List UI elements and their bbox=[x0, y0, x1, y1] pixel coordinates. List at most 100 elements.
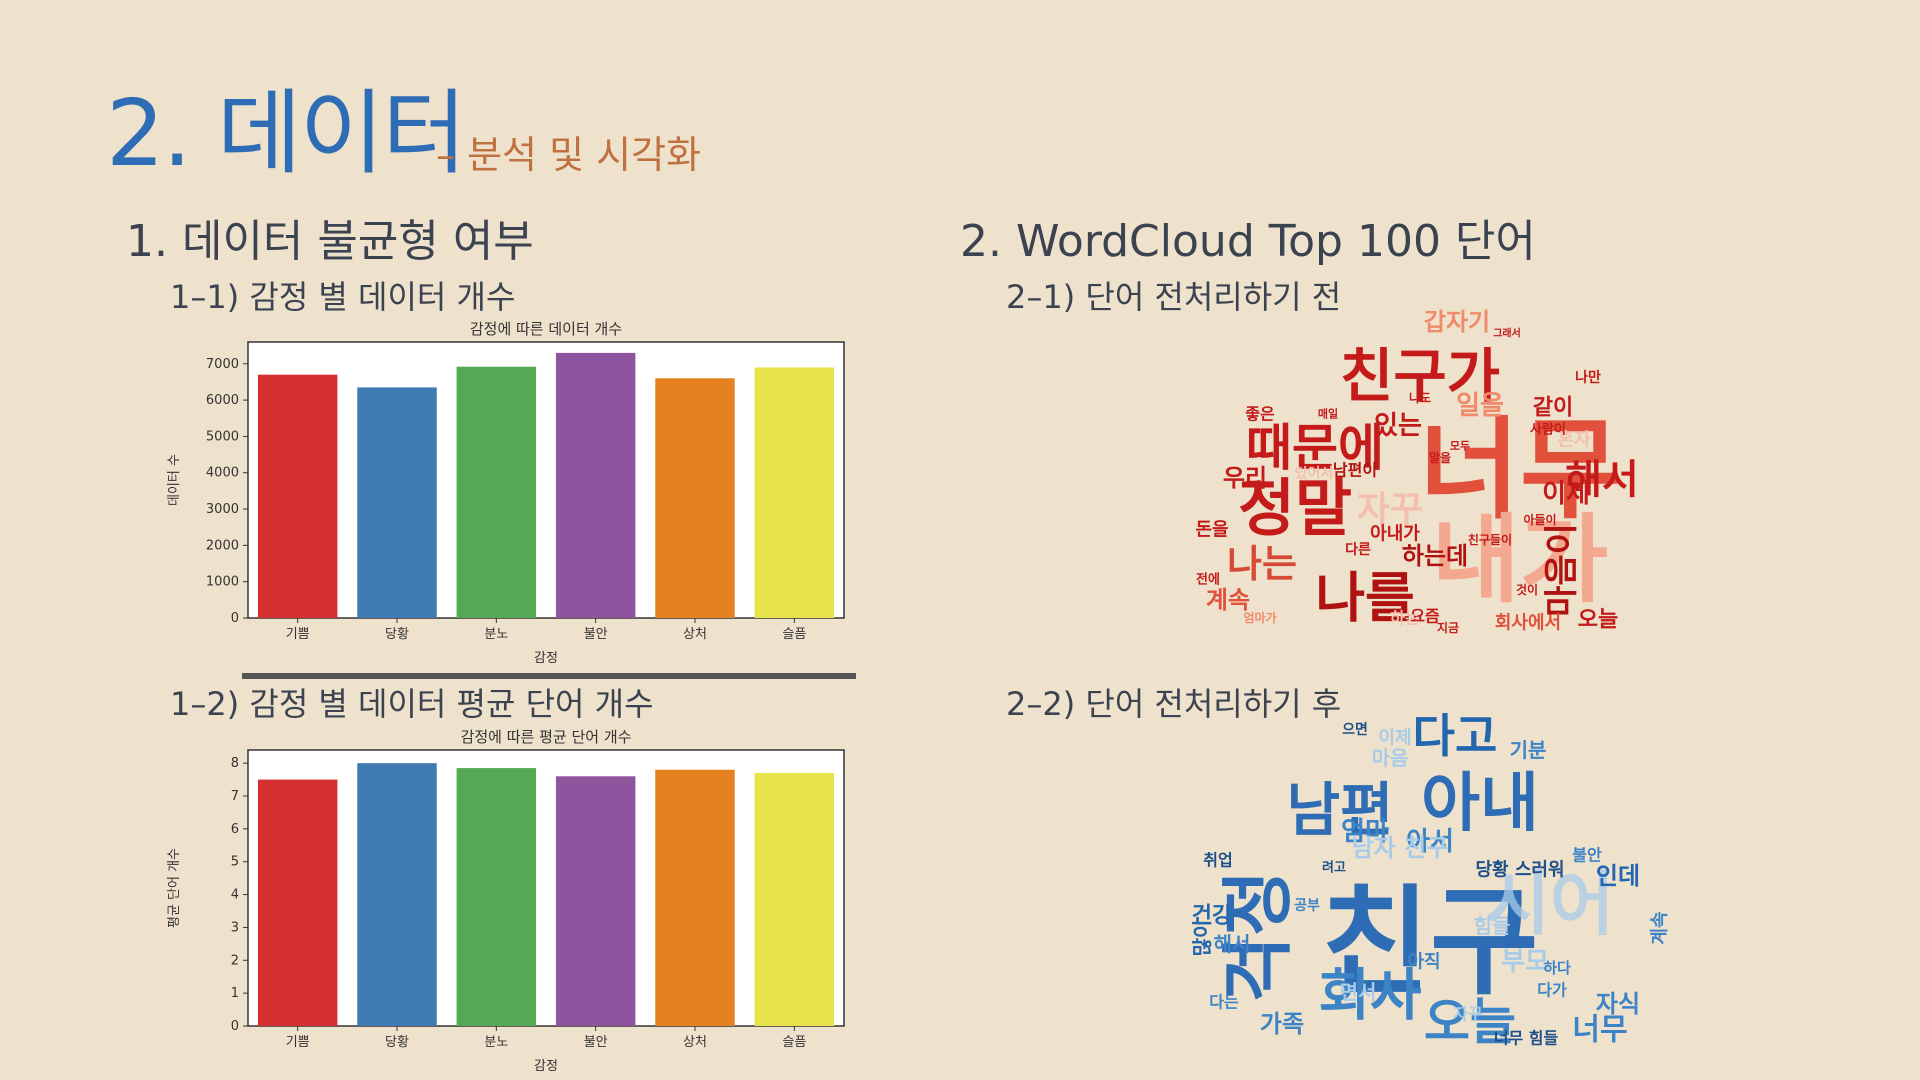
wordcloud-word: 마음이 bbox=[1542, 523, 1582, 617]
chart-title: 감정에 따른 평균 단어 개수 bbox=[461, 728, 632, 746]
wordcloud-word: 혼자 bbox=[1557, 429, 1591, 451]
wordcloud-word: 기분 bbox=[1510, 738, 1547, 762]
plot-area bbox=[247, 341, 845, 619]
wordcloud-word: 하다 bbox=[1543, 959, 1571, 977]
y-tick-label: 6000 bbox=[206, 393, 239, 408]
chart-title: 감정에 따른 데이터 개수 bbox=[470, 320, 622, 338]
wordcloud-word: 다는 bbox=[1209, 993, 1239, 1012]
wordcloud-word: 돈을 bbox=[1195, 520, 1228, 541]
wordcloud-word: 회사 bbox=[1318, 964, 1421, 1029]
wordcloud-word: 자꾸 bbox=[1357, 490, 1423, 531]
x-tick-label: 분노 bbox=[484, 1035, 508, 1050]
wordcloud-word: 아내가 bbox=[1370, 524, 1420, 545]
wordcloud-word: 우리 bbox=[1223, 464, 1267, 492]
y-tick-label: 2 bbox=[231, 953, 239, 968]
x-tick-label: 슬픔 bbox=[782, 627, 806, 642]
wordcloud-word: 있어서 bbox=[1295, 465, 1334, 482]
x-axis-label: 감정 bbox=[534, 1059, 558, 1074]
y-tick-label: 8 bbox=[231, 756, 239, 771]
bar-상처 bbox=[655, 769, 735, 1026]
y-tick-label: 7 bbox=[231, 789, 239, 804]
bar-당황 bbox=[357, 763, 437, 1026]
y-tick-label: 6 bbox=[231, 822, 239, 837]
wordcloud-word: 다고 bbox=[1413, 709, 1498, 763]
y-tick-label: 5 bbox=[231, 855, 239, 870]
wordcloud-word: 전에 bbox=[1196, 572, 1220, 588]
y-axis-label: 평균 단어 개수 bbox=[167, 848, 182, 928]
wordcloud-word: 자꾸 bbox=[1453, 1005, 1483, 1024]
x-tick-label: 기쁨 bbox=[286, 1035, 310, 1050]
y-axis-label: 데이터 수 bbox=[167, 454, 182, 506]
wordcloud-word: 으면 bbox=[1342, 721, 1368, 738]
wordcloud-word: 일을 bbox=[1456, 391, 1504, 421]
wordcloud-word: 불안 bbox=[1572, 846, 1602, 865]
bar-슬픔 bbox=[754, 367, 835, 618]
y-tick-label: 4000 bbox=[206, 466, 239, 481]
wordcloud-word: 엄마 bbox=[1341, 817, 1389, 847]
wordcloud-word: 가족 bbox=[1260, 1010, 1304, 1038]
y-tick-label: 2000 bbox=[206, 538, 239, 553]
wordcloud-word: 마음 bbox=[1372, 746, 1409, 770]
wordcloud-word: 힘들 bbox=[1474, 914, 1511, 938]
bar-불안 bbox=[555, 776, 636, 1026]
wordcloud-word: 요즘 bbox=[1410, 607, 1440, 626]
y-tick-label: 3000 bbox=[206, 502, 239, 517]
x-tick-label: 불안 bbox=[584, 627, 608, 642]
wordcloud-word: 엄마가 bbox=[1243, 610, 1276, 625]
wordcloud-word: 아직 bbox=[1407, 952, 1440, 973]
x-tick-label: 당황 bbox=[385, 1035, 409, 1050]
section-divider bbox=[242, 673, 856, 679]
plot-area bbox=[247, 749, 845, 1027]
wordcloud-word: 계속 bbox=[1206, 586, 1250, 614]
wordcloud-word: 남편이 bbox=[1333, 461, 1377, 480]
bar-상처 bbox=[655, 378, 735, 618]
wordcloud-word: 려고 bbox=[1322, 860, 1346, 876]
wordcloud-word: 나도 bbox=[1409, 390, 1431, 405]
wordcloud-word: 같이 bbox=[1533, 396, 1573, 421]
bar-분노 bbox=[456, 768, 537, 1026]
slide-title: 2. 데이터 bbox=[106, 80, 467, 187]
wordcloud-word: 걱정 bbox=[1216, 870, 1300, 1002]
wordcloud-word: 건강 bbox=[1192, 904, 1232, 929]
bar-슬픔 bbox=[754, 773, 835, 1026]
wordcloud-word: 공부 bbox=[1294, 898, 1320, 914]
wordcloud-word: 말을 bbox=[1429, 451, 1451, 465]
wordcloud-word: 아내 bbox=[1421, 767, 1539, 841]
wordcloud-word: 정말 bbox=[1238, 472, 1352, 545]
wordcloud-word: 이제 bbox=[1542, 479, 1590, 509]
y-tick-label: 7000 bbox=[206, 357, 239, 372]
wordcloud-word: 그래서 bbox=[1493, 327, 1521, 340]
wordcloud-word: 지금 bbox=[1437, 620, 1459, 635]
y-tick-label: 5000 bbox=[206, 429, 239, 444]
y-tick-label: 0 bbox=[231, 611, 239, 626]
wordcloud-word: 친구가 bbox=[1340, 342, 1500, 410]
left-subheading-2: 1–2) 감정 별 데이터 평균 단어 개수 bbox=[170, 685, 654, 723]
wordcloud-word: 나를 bbox=[1315, 567, 1414, 630]
wordcloud-word: 이제 bbox=[1378, 728, 1411, 749]
wordcloud-word: 하는데 bbox=[1402, 542, 1468, 570]
wordcloud-word: 나만 bbox=[1575, 370, 1601, 386]
wordcloud-word: 아들이 bbox=[1523, 512, 1556, 527]
wordcloud-word: 취업 bbox=[1203, 851, 1232, 870]
y-tick-label: 1000 bbox=[206, 575, 239, 590]
left-subheading-1: 1–1) 감정 별 데이터 개수 bbox=[170, 278, 516, 316]
wordcloud-word: 면서 bbox=[1340, 980, 1377, 1004]
wordcloud-word: 해서 bbox=[1565, 457, 1639, 503]
wordcloud-word: 다가 bbox=[1537, 981, 1567, 1000]
wordcloud-word: 친구 bbox=[1321, 873, 1538, 1011]
y-tick-label: 3 bbox=[231, 920, 239, 935]
slide-subtitle: – 분석 및 시각화 bbox=[436, 133, 701, 177]
x-tick-label: 기쁨 bbox=[286, 627, 310, 642]
x-tick-label: 상처 bbox=[683, 1035, 707, 1050]
wordcloud-word: 많이 bbox=[1190, 920, 1214, 957]
wordcloud-word: 하는 bbox=[1390, 609, 1420, 628]
wordcloud-word: 것이 bbox=[1516, 582, 1538, 597]
bar-기쁨 bbox=[257, 374, 338, 618]
x-tick-label: 상처 bbox=[683, 627, 707, 642]
right-heading: 2. WordCloud Top 100 단어 bbox=[960, 216, 1536, 267]
wordcloud-word: 너무 bbox=[1419, 406, 1621, 534]
bar-불안 bbox=[555, 352, 636, 618]
wordcloud-word: 너무 힘들 bbox=[1494, 1029, 1559, 1048]
